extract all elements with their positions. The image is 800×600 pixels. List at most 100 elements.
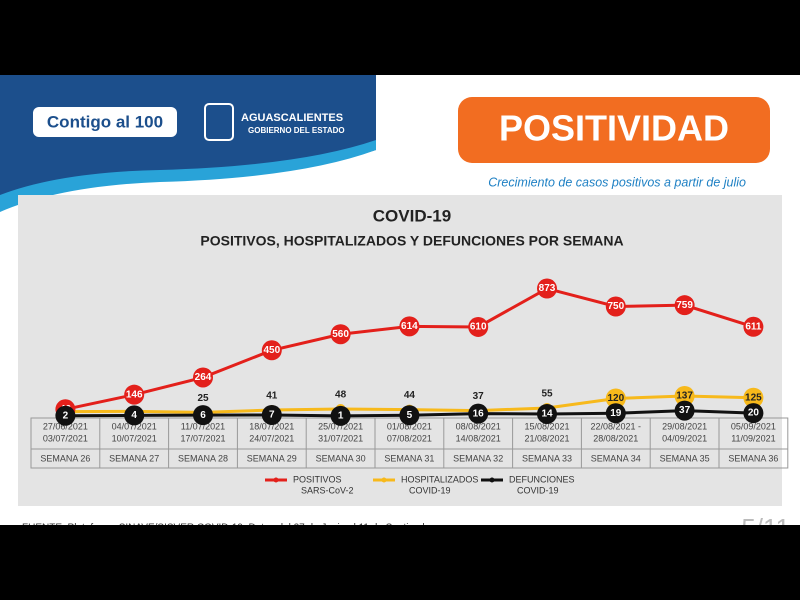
date-range: 07/08/2021	[387, 433, 432, 443]
legend-note: COVID-19	[409, 485, 451, 495]
x-tick-label: SEMANA 30	[316, 453, 366, 463]
data-label: 137	[676, 391, 693, 402]
data-label: 125	[745, 392, 762, 403]
coat-of-arms	[204, 103, 234, 141]
badge	[458, 97, 770, 163]
data-label: 1	[338, 410, 344, 421]
brand-box	[33, 107, 177, 137]
legend-dot	[381, 477, 387, 483]
data-label: 6	[200, 410, 206, 421]
date-range: 21/08/2021	[524, 433, 569, 443]
chart-area	[18, 195, 782, 506]
point	[399, 316, 420, 337]
data-label: 41	[266, 391, 278, 402]
x-tick-label: SEMANA 27	[109, 453, 159, 463]
point	[330, 405, 351, 426]
point	[743, 316, 764, 337]
x-tick-label: SEMANA 26	[40, 453, 90, 463]
date-range: 04/07/2021	[112, 421, 157, 431]
data-label: 873	[539, 283, 556, 294]
date-range: 22/08/2021 -	[591, 421, 642, 431]
date-range: 14/08/2021	[456, 433, 501, 443]
data-label: 16	[473, 408, 485, 419]
point	[605, 403, 626, 424]
date-range: 03/07/2021	[43, 433, 88, 443]
data-label: 4	[131, 410, 137, 421]
date-range: 08/08/2021	[456, 421, 501, 431]
date-range: 11/09/2021	[731, 433, 775, 443]
x-tick-label: SEMANA 33	[522, 453, 572, 463]
point	[674, 295, 695, 316]
date-range: 29/08/2021	[662, 421, 707, 431]
data-label: 44	[404, 390, 416, 401]
chart-title: COVID-19	[373, 206, 451, 225]
point	[55, 405, 76, 426]
point	[261, 340, 282, 361]
point	[468, 403, 489, 424]
data-label: 14	[541, 409, 553, 420]
data-label: 560	[332, 329, 349, 340]
point	[743, 387, 764, 408]
date-range: 17/07/2021	[180, 433, 225, 443]
legend-dot	[273, 477, 279, 483]
point	[743, 403, 764, 424]
date-range: 18/07/2021	[249, 421, 294, 431]
chart-subtitle: POSITIVOS, HOSPITALIZADOS Y DEFUNCIONES …	[200, 233, 623, 249]
date-range: 28/08/2021	[593, 433, 638, 443]
data-label: 19	[610, 408, 622, 419]
data-label: 611	[745, 321, 762, 332]
data-label: 5	[407, 410, 413, 421]
data-label: 37	[679, 405, 691, 416]
badge-text: POSITIVIDAD	[499, 108, 729, 149]
point	[605, 388, 626, 409]
point	[330, 324, 351, 345]
data-label: 48	[335, 390, 347, 401]
point	[468, 316, 489, 337]
date-range: 27/06/2021	[43, 421, 88, 431]
point	[537, 403, 557, 424]
date-range: 04/09/2021	[662, 433, 707, 443]
header-accent	[0, 140, 376, 212]
x-tick-label: SEMANA 35	[660, 453, 710, 463]
data-label: 25	[197, 393, 209, 404]
date-range: 25/07/2021	[318, 421, 363, 431]
x-tick-label: SEMANA 34	[591, 453, 641, 463]
data-label: 7	[269, 410, 275, 421]
x-tick-label: SEMANA 32	[453, 453, 503, 463]
point	[674, 385, 695, 406]
x-tick-label: SEMANA 28	[178, 453, 228, 463]
point	[537, 278, 557, 299]
data-label: 146	[126, 389, 143, 400]
data-label: 750	[607, 301, 624, 312]
data-label: 264	[195, 372, 212, 383]
data-label: 614	[401, 321, 418, 332]
date-range: 15/08/2021	[524, 421, 569, 431]
data-label: 55	[541, 389, 553, 400]
data-label: 37	[473, 391, 485, 402]
point	[193, 367, 213, 388]
date-range: 10/07/2021	[112, 433, 157, 443]
date-range: 31/07/2021	[318, 433, 363, 443]
point	[261, 404, 282, 425]
x-tick-label: SEMANA 29	[247, 453, 297, 463]
data-label: 20	[748, 408, 760, 419]
tagline: Crecimiento de casos positivos a partir …	[488, 175, 746, 189]
point	[399, 405, 420, 426]
data-label: 759	[676, 300, 693, 311]
point	[124, 405, 145, 426]
point	[674, 400, 695, 421]
data-label: 610	[470, 322, 487, 333]
point	[124, 384, 145, 405]
legend-label: DEFUNCIONES	[509, 474, 575, 484]
point	[605, 296, 626, 317]
legend-note: SARS-CoV-2	[301, 485, 354, 495]
legend-note: COVID-19	[517, 485, 559, 495]
state: AGUASCALIENTES	[241, 112, 343, 124]
data-label: 2	[63, 410, 69, 421]
source: FUENTE: Plataforma SINAVE/SISVER COVID-1…	[22, 523, 437, 534]
x-tick-label: SEMANA 36	[728, 453, 778, 463]
date-range: 05/09/2021	[731, 421, 776, 431]
data-label: 120	[607, 393, 624, 404]
page-number: 5/11	[741, 513, 790, 543]
